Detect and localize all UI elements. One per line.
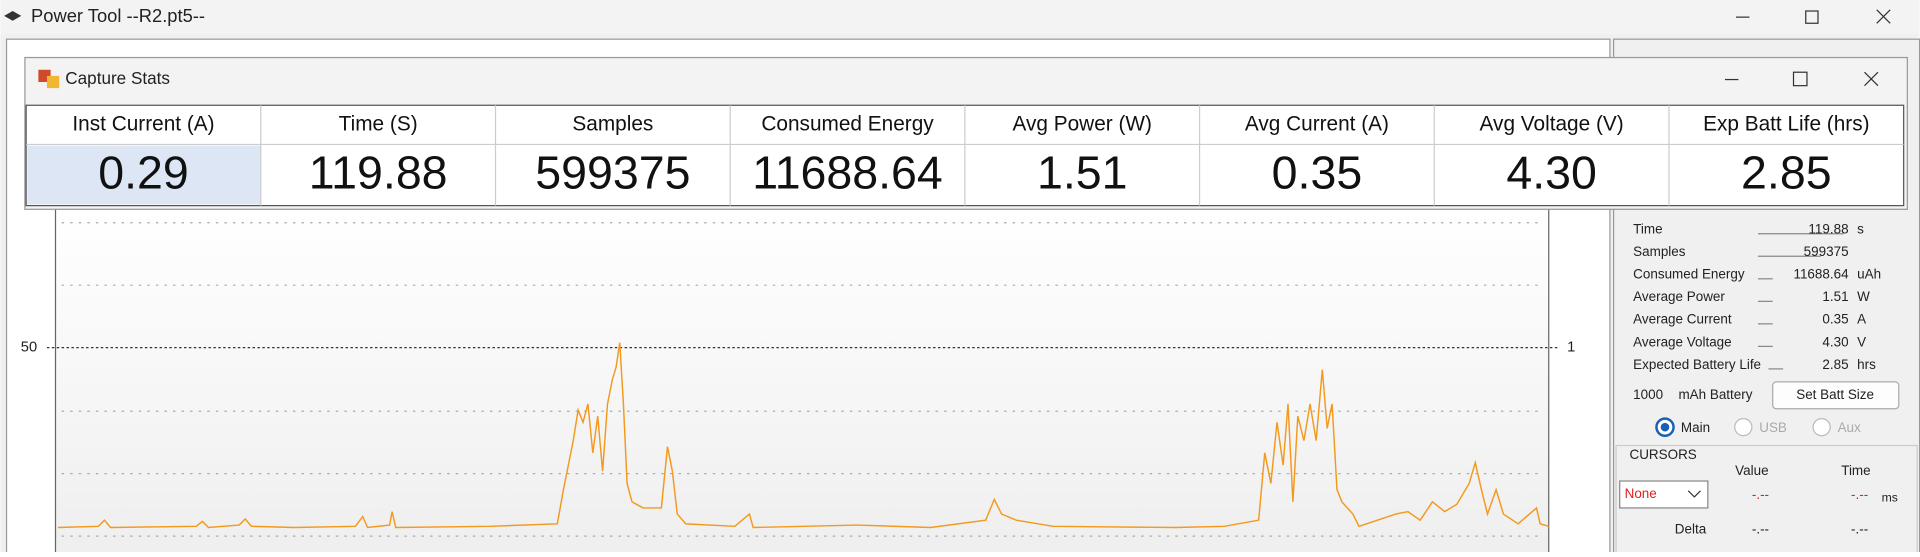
- summary-label: Consumed Energy: [1633, 267, 1745, 282]
- summary-unit: hrs: [1857, 357, 1876, 372]
- summary-value: 2.85: [1822, 357, 1848, 372]
- radio-label: USB: [1759, 420, 1787, 435]
- summary: Time 119.88 s Samples 599375 Consumed Energy 1…: [1633, 222, 1881, 372]
- radio-button[interactable]: [1734, 417, 1753, 437]
- summary-label: Samples: [1633, 244, 1686, 259]
- stat-header: Time (S): [339, 112, 418, 135]
- source-radios: Main USB Aux: [1655, 417, 1861, 437]
- power-trace: [57, 342, 1549, 529]
- stat-value: 11688.64: [752, 147, 942, 199]
- summary-unit: V: [1857, 334, 1866, 349]
- grid: [61, 222, 1543, 537]
- stat-header: Samples: [572, 112, 653, 135]
- restore-button[interactable]: [1805, 10, 1819, 24]
- summary-value: 119.88: [1808, 222, 1848, 237]
- right-tick-label: 1: [1567, 339, 1575, 355]
- battery-unit: mAh Battery: [1678, 387, 1752, 402]
- stat-value: 2.85: [1741, 147, 1832, 199]
- cursors-group: [1615, 444, 1918, 557]
- radio-label: Aux: [1838, 420, 1861, 435]
- group-title: CURSORS: [1629, 447, 1696, 462]
- dialog-icon: [46, 75, 60, 89]
- stat-value: 0.35: [1272, 147, 1363, 199]
- battery-value: 1000: [1633, 387, 1663, 402]
- close-button[interactable]: [1876, 9, 1891, 24]
- set-batt-size-button[interactable]: [1772, 381, 1900, 410]
- stat-value: 0.29: [98, 147, 189, 199]
- summary-label: Expected Battery Life: [1633, 357, 1761, 372]
- title-bar: [0, 0, 1920, 35]
- radio-dot: [1660, 422, 1670, 432]
- summary-value: 4.30: [1822, 334, 1848, 349]
- summary-label: Average Voltage: [1633, 334, 1732, 349]
- close-button[interactable]: [1864, 71, 1879, 87]
- selected-cell: [27, 145, 261, 205]
- summary-label: Average Current: [1633, 312, 1732, 327]
- dialog-title: Capture Stats: [65, 68, 170, 88]
- stat-header: Avg Power (W): [1013, 112, 1152, 135]
- cursor-select[interactable]: [1619, 480, 1709, 509]
- delta-label: Delta: [1675, 522, 1707, 537]
- plot-area: [54, 207, 1550, 557]
- summary-value: 11688.64: [1793, 267, 1849, 282]
- time-header: Time: [1841, 463, 1870, 478]
- stat-value: 1.51: [1037, 147, 1128, 199]
- summary-label: Time: [1633, 222, 1662, 237]
- stat-header: Avg Current (A): [1245, 112, 1389, 135]
- value-header: Value: [1735, 463, 1768, 478]
- summary-unit: W: [1857, 289, 1870, 304]
- select-value: None: [1625, 486, 1657, 501]
- summary-unit: A: [1857, 312, 1866, 327]
- cursor-time: -.--: [1851, 487, 1868, 502]
- cursor-unit: ms: [1882, 490, 1898, 504]
- left-tick-label: 50: [21, 339, 37, 355]
- button-label: Set Batt Size: [1796, 387, 1874, 402]
- summary-unit: s: [1857, 222, 1864, 237]
- radio-label: Main: [1681, 420, 1710, 435]
- summary-value: 1.51: [1822, 289, 1848, 304]
- stat-header: Exp Batt Life (hrs): [1703, 112, 1869, 135]
- cursor-value: -.--: [1752, 487, 1769, 502]
- summary-value: 0.35: [1822, 312, 1848, 327]
- summary-value: 599375: [1804, 244, 1849, 259]
- stat-value: 119.88: [309, 147, 448, 199]
- stat-value: 599375: [535, 147, 690, 199]
- stat-header: Consumed Energy: [761, 112, 934, 135]
- delta-time: -.--: [1851, 522, 1868, 537]
- stats-cells: Inst Current (A) 0.29 Time (S) 119.88 Sample…: [26, 105, 1904, 206]
- delta-value: -.--: [1752, 522, 1769, 537]
- stat-header: Inst Current (A): [72, 112, 214, 135]
- summary-label: Average Power: [1633, 289, 1725, 304]
- stat-value: 4.30: [1506, 147, 1597, 199]
- summary-unit: uAh: [1857, 267, 1881, 282]
- stat-header: Avg Voltage (V): [1480, 112, 1624, 135]
- dropdown-arrow: [1687, 490, 1701, 498]
- maximize-button[interactable]: [1792, 71, 1808, 87]
- radio-button[interactable]: [1812, 417, 1831, 437]
- window-title: Power Tool --R2.pt5--: [31, 5, 205, 26]
